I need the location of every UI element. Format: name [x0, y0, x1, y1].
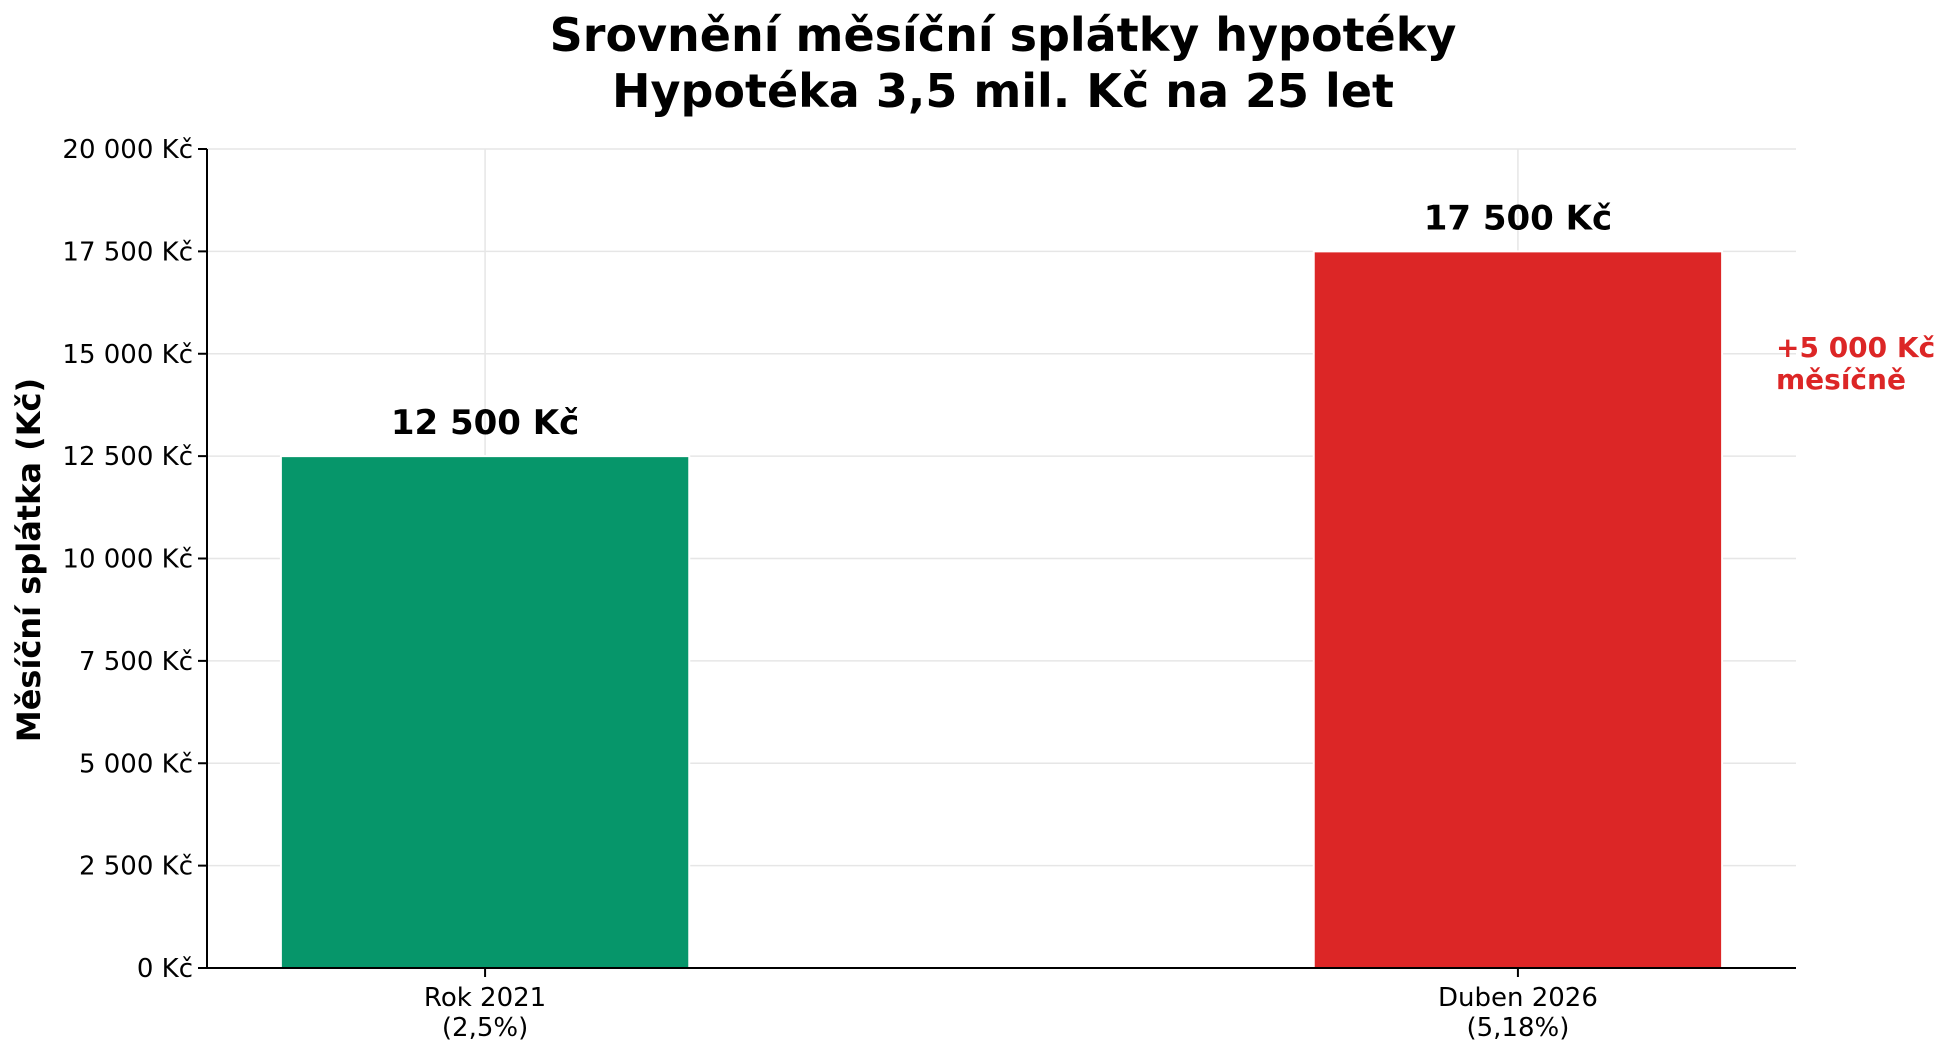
x-tick-label: (2,5%): [442, 1013, 528, 1043]
x-tick-label: Rok 2021: [424, 983, 546, 1013]
y-tick-label: 7 500 Kč: [79, 647, 193, 677]
x-tick-label: (5,18%): [1466, 1013, 1569, 1043]
y-tick-label: 12 500 Kč: [62, 442, 193, 472]
bar: [279, 455, 691, 969]
data-labels: 12 500 Kč 17 500 Kč: [391, 198, 1612, 443]
annotation-line: +5 000 Kč: [1776, 331, 1935, 364]
y-axis-label: Měsíční splátka (Kč): [10, 378, 48, 742]
bars: [279, 250, 1724, 969]
bar-value-label: 12 500 Kč: [391, 403, 579, 443]
y-tick-label: 2 500 Kč: [79, 852, 193, 882]
axes: 0 Kč 2 500 Kč 5 000 Kč 7 500 Kč 10 000 Kč 12 …: [62, 135, 1796, 1043]
y-tick-label: 17 500 Kč: [62, 237, 193, 267]
chart-subtitle: Hypotéka 3,5 mil. Kč na 25 let: [612, 64, 1394, 118]
annotation-line: měsíčně: [1776, 363, 1906, 396]
bar: [1312, 250, 1724, 969]
bar-value-label: 17 500 Kč: [1424, 198, 1612, 238]
y-tick-label: 0 Kč: [137, 954, 193, 984]
y-tick-label: 10 000 Kč: [62, 545, 193, 575]
x-tick-label: Duben 2026: [1438, 983, 1598, 1013]
y-tick-label: 20 000 Kč: [62, 135, 193, 165]
y-tick-label: 15 000 Kč: [62, 340, 193, 370]
difference-annotation: +5 000 Kč měsíčně: [1776, 331, 1935, 396]
y-tick-label: 5 000 Kč: [79, 749, 193, 779]
chart-title: Srovnění měsíční splátky hypotéky: [550, 8, 1457, 62]
